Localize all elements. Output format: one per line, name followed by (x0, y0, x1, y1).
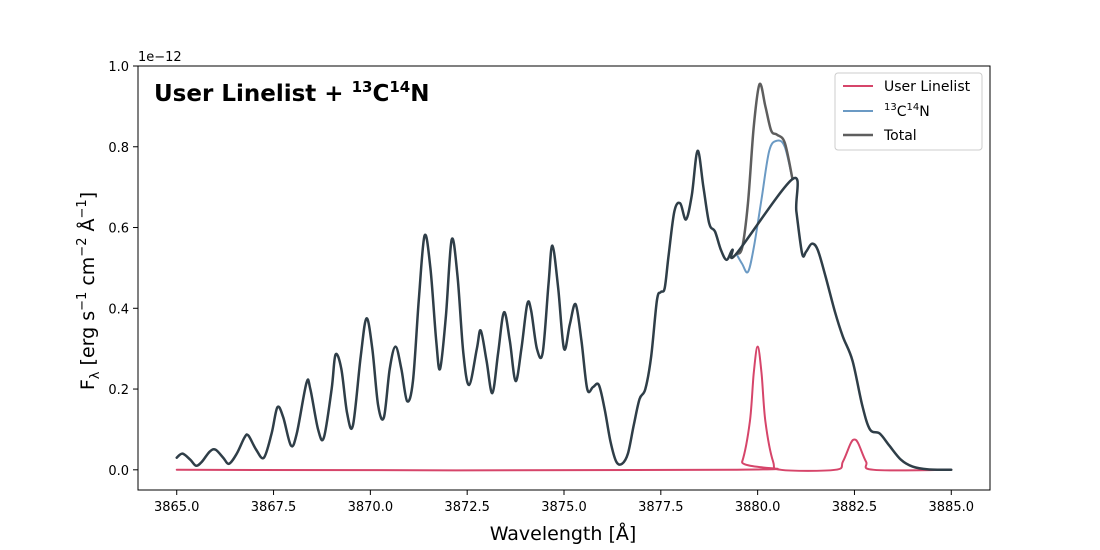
series-total (735, 82, 794, 256)
x-tick-label: 3870.0 (348, 500, 394, 515)
y-tick-label: 0.6 (108, 222, 129, 237)
x-tick-label: 3867.5 (251, 500, 297, 515)
legend-label-user-linelist: User Linelist (884, 79, 971, 95)
series-13c14n (735, 139, 794, 274)
x-axis: 3865.0 3867.5 3870.0 3872.5 3875.0 3877.5 3880… (154, 490, 974, 515)
x-tick-label: 3872.5 (444, 500, 490, 515)
x-tick-label: 3865.0 (154, 500, 200, 515)
y-tick-label: 1.0 (108, 60, 129, 75)
y-tick-label: 0.8 (108, 141, 129, 156)
legend-label-total: Total (883, 128, 917, 144)
y-axis-title: Fλ [erg s−1 cm−2 Å−1] (75, 192, 103, 390)
series-user-linelist (175, 345, 953, 472)
y-axis: 0.0 0.2 0.4 0.6 0.8 1.0 (108, 60, 138, 479)
legend: User Linelist 13C14N Total (834, 72, 983, 151)
x-tick-label: 3882.5 (832, 500, 878, 515)
y-tick-label: 0.4 (108, 302, 129, 317)
x-tick-label: 3880.0 (735, 500, 781, 515)
x-axis-title: Wavelength [Å] (490, 522, 637, 545)
series-layer (175, 82, 953, 472)
legend-box (834, 72, 983, 151)
x-tick-label: 3875.0 (541, 500, 587, 515)
y-tick-label: 0.0 (108, 464, 129, 479)
y-offset-label: 1e−12 (138, 50, 182, 65)
x-tick-label: 3885.0 (929, 500, 975, 515)
x-tick-label: 3877.5 (638, 500, 684, 515)
legend-label-13c14n: 13C14N (884, 102, 930, 120)
y-tick-label: 0.2 (108, 383, 129, 398)
chart-title: User Linelist + 13C14N (154, 78, 429, 107)
series-combined-spectrum (175, 149, 953, 472)
